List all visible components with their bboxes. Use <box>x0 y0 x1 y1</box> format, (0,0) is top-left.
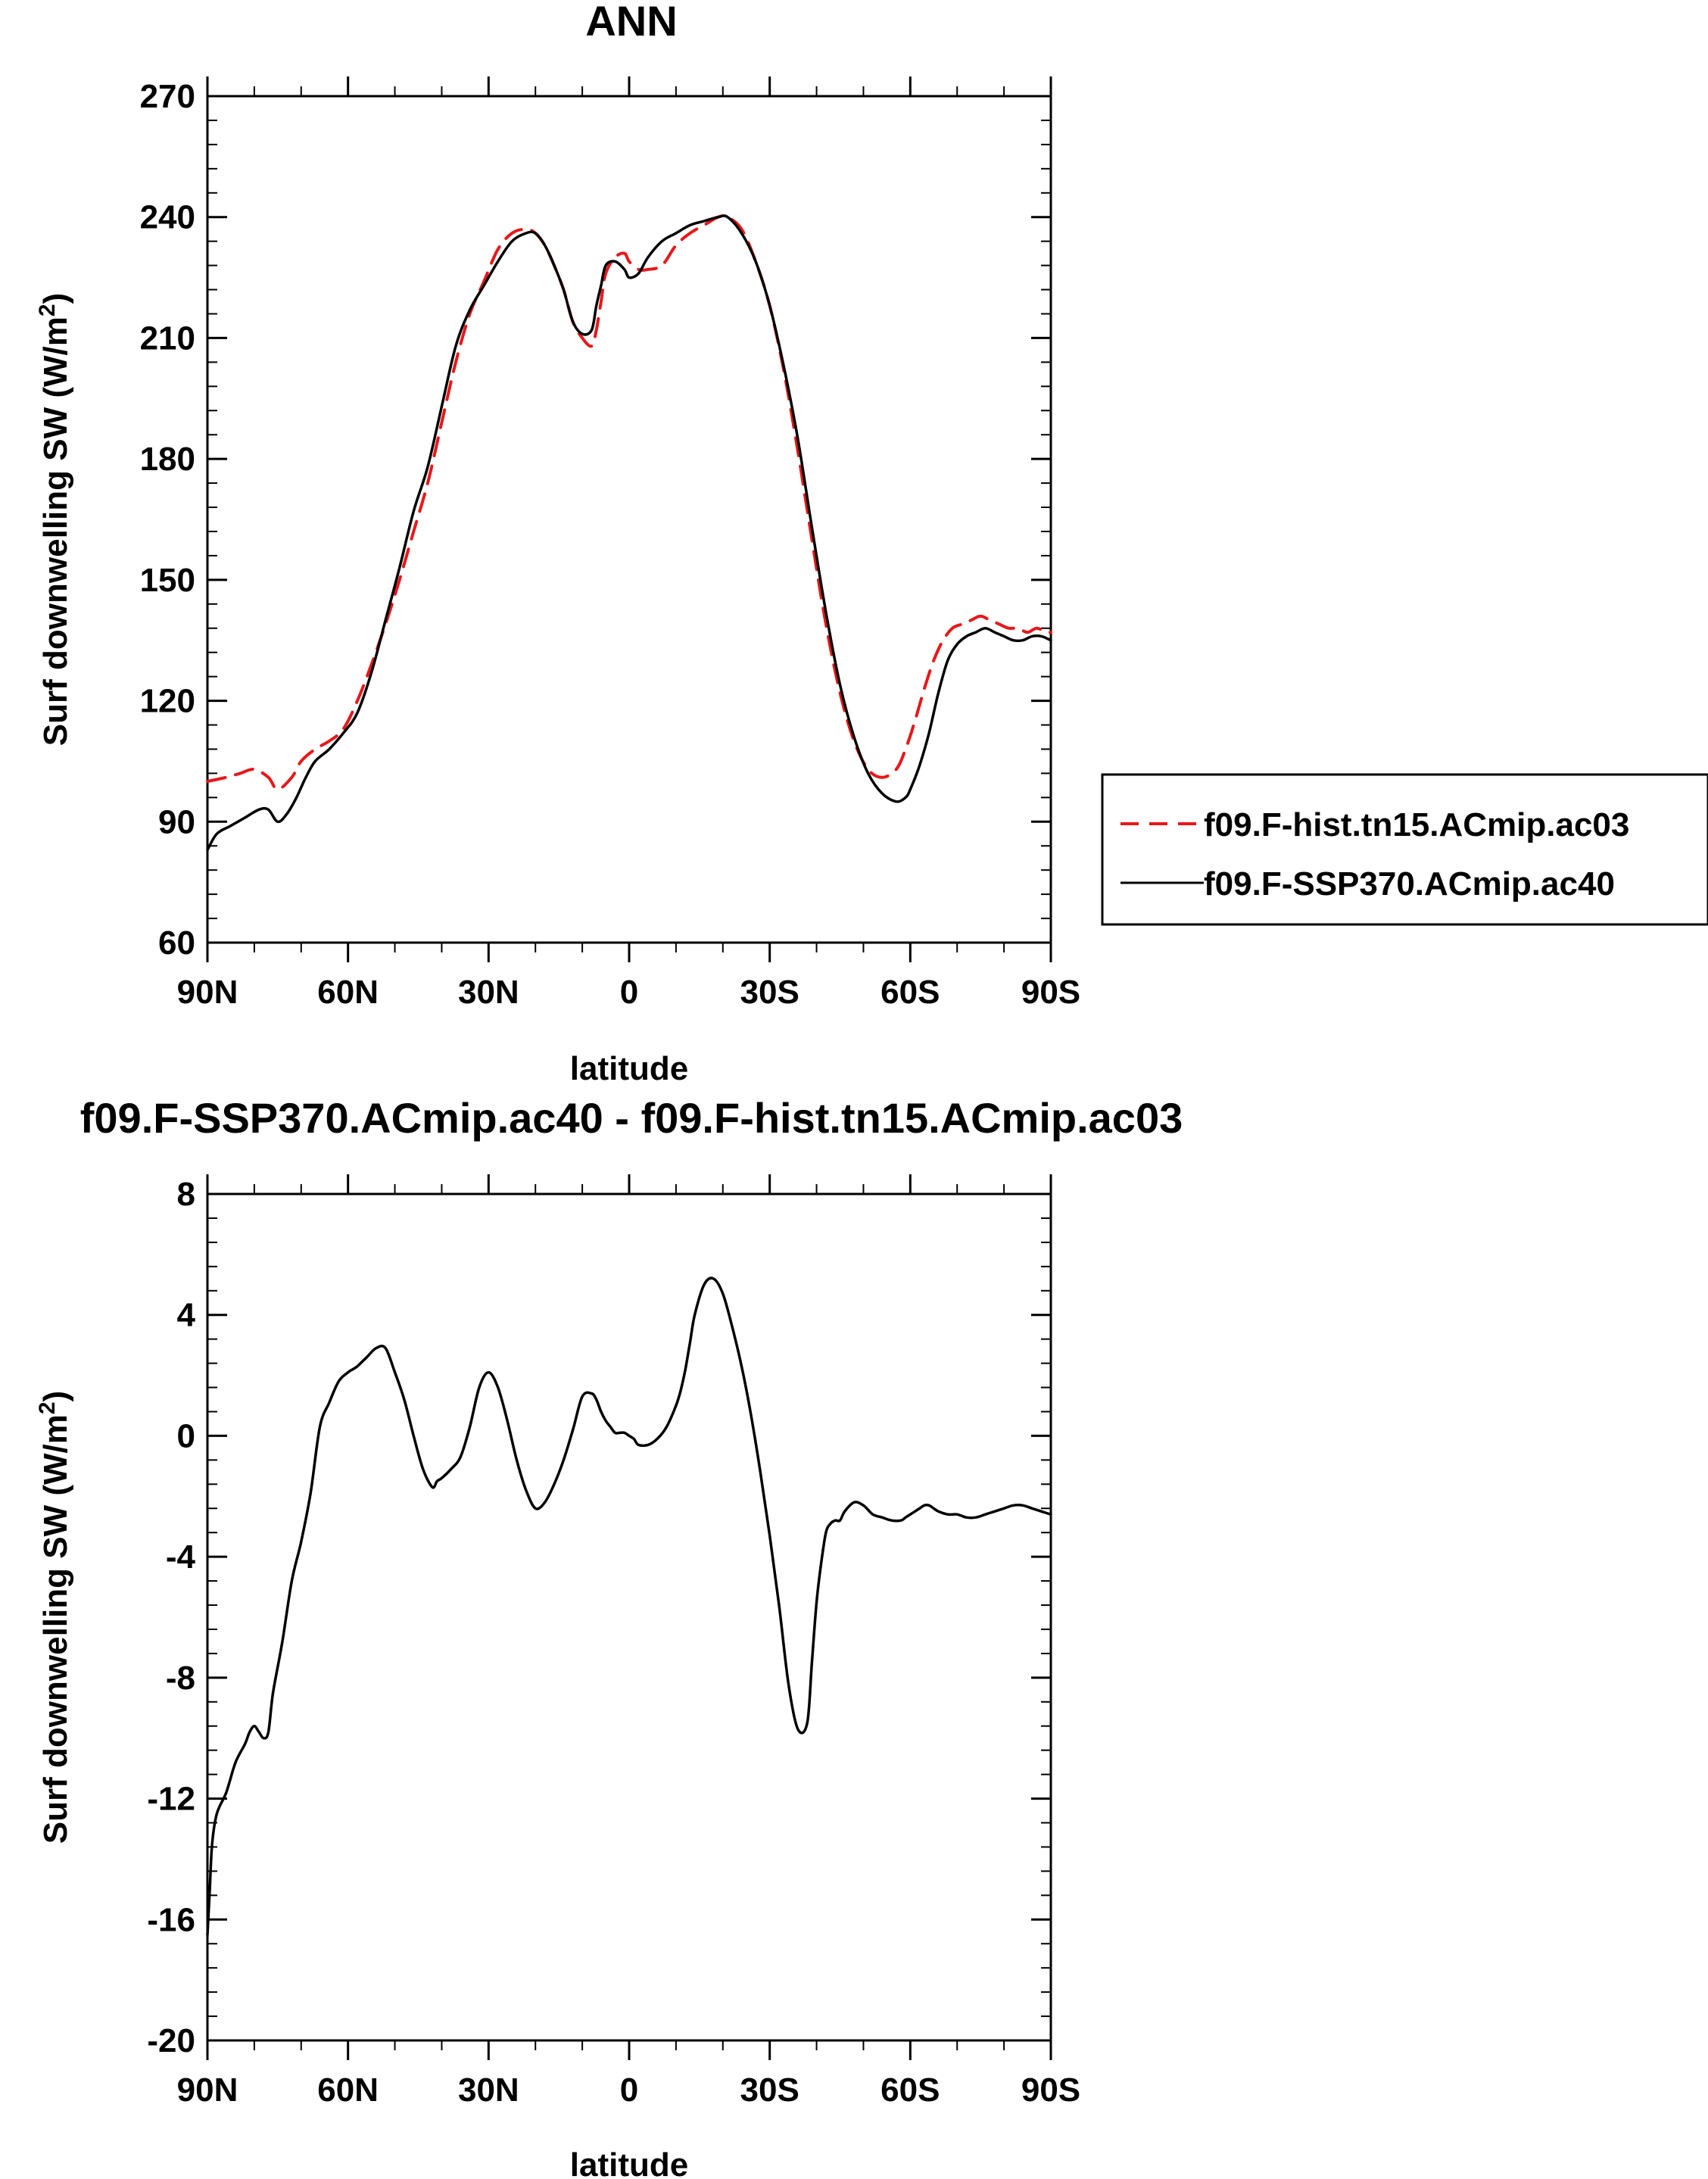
series-line-hist <box>206 214 1052 791</box>
y-tick-label: 210 <box>140 320 195 357</box>
y-tick-label: 150 <box>140 562 195 599</box>
x-tick-label: 90S <box>1021 2071 1080 2109</box>
x-tick-label: 0 <box>620 2071 638 2109</box>
bottom-chart-ticks: -20 -16 -12 -8 -4 0 4 8 90N 60N 30N 0 30S 60S 90S <box>147 1174 1080 2109</box>
bottom-chart-x-axis-label: latitude <box>570 2146 688 2179</box>
y-tick-label: -20 <box>147 2022 195 2059</box>
bottom-chart-series <box>206 1277 1052 1937</box>
y-tick-label: 4 <box>177 1297 196 1334</box>
x-tick-label: 60S <box>880 2071 940 2109</box>
y-tick-label: -8 <box>166 1660 195 1697</box>
y-tick-label: 0 <box>177 1417 195 1454</box>
x-tick-label: 30N <box>458 2071 519 2109</box>
x-tick-label: 30S <box>740 2071 799 2109</box>
top-chart-x-axis-label: latitude <box>570 1050 688 1087</box>
x-tick-label: 60N <box>317 974 379 1011</box>
x-tick-label: 0 <box>620 974 638 1011</box>
y-tick-label: -4 <box>166 1538 196 1576</box>
x-tick-label: 30N <box>458 974 519 1011</box>
y-tick-label: 180 <box>140 441 195 478</box>
series-line-ssp370 <box>206 214 1052 852</box>
legend-box <box>1101 773 1708 926</box>
series-line-difference <box>206 1277 1052 1937</box>
y-tick-label: 90 <box>158 803 195 840</box>
x-tick-label: 90N <box>177 974 238 1011</box>
bottom-chart-panel: f09.F-SSP370.ACmip.ac40 - f09.F-hist.tn1… <box>35 1094 1183 2179</box>
x-tick-label: 90N <box>177 2071 238 2109</box>
x-tick-label: 30S <box>740 974 799 1011</box>
top-chart-ticks: 60 90 120 150 180 210 240 270 90N 60N 30N 0 30S 60S 90… <box>140 76 1080 1011</box>
legend: f09.F-hist.tn15.ACmip.ac03 f09.F-SSP370.… <box>1101 773 1708 926</box>
top-chart-y-axis-label: Surf downwelling SW (W/m2) <box>35 293 74 746</box>
bottom-chart-title: f09.F-SSP370.ACmip.ac40 - f09.F-hist.tn1… <box>80 1094 1183 1142</box>
legend-label-hist: f09.F-hist.tn15.ACmip.ac03 <box>1204 806 1629 843</box>
bottom-chart-y-axis-label: Surf downwelling SW (W/m2) <box>35 1391 74 1844</box>
y-tick-label: 8 <box>177 1176 195 1213</box>
top-chart-frame <box>206 95 1052 944</box>
y-tick-label: -16 <box>147 1901 195 1938</box>
y-tick-label: 120 <box>140 683 195 720</box>
y-tick-label: 60 <box>158 924 195 962</box>
bottom-chart-frame <box>206 1192 1052 2042</box>
y-tick-label: 240 <box>140 199 195 236</box>
x-tick-label: 60N <box>317 2071 379 2109</box>
legend-label-ssp370: f09.F-SSP370.ACmip.ac40 <box>1204 865 1615 902</box>
x-tick-label: 90S <box>1021 974 1080 1011</box>
top-chart-series <box>206 214 1052 852</box>
top-chart-title: ANN <box>585 0 677 45</box>
y-tick-label: -12 <box>147 1781 195 1818</box>
x-tick-label: 60S <box>880 974 940 1011</box>
y-tick-label: 270 <box>140 78 195 115</box>
